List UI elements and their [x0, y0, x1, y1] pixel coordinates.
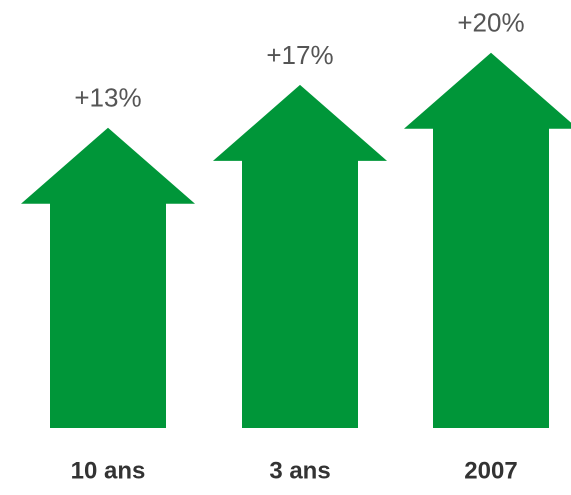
arrow — [404, 52, 571, 428]
x-tick-label: 2007 — [464, 457, 517, 484]
x-tick-label: 10 ans — [71, 457, 146, 484]
arrow — [213, 84, 387, 428]
arrow — [21, 127, 195, 429]
value-label: +13% — [74, 83, 141, 113]
x-tick-label: 3 ans — [269, 457, 330, 484]
value-label: +17% — [266, 40, 333, 70]
value-label: +20% — [457, 8, 524, 38]
